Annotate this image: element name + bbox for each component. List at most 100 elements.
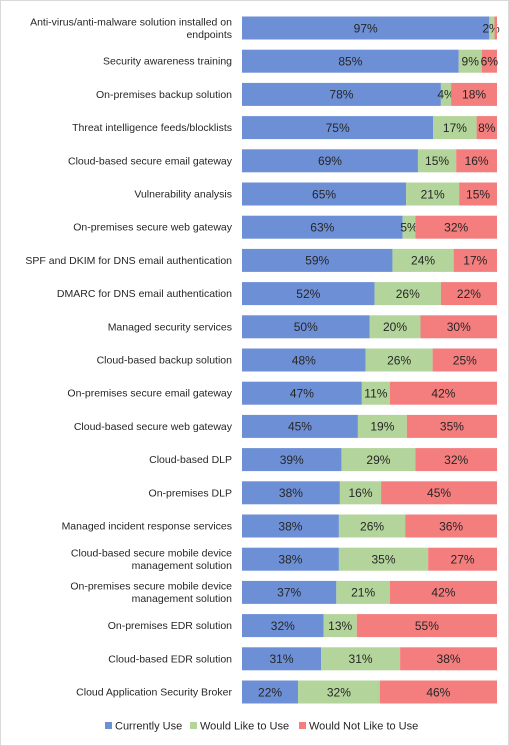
bar-would-like-to-use [338, 547, 429, 571]
bar-would-like-to-use [402, 215, 416, 239]
value-label: 45% [288, 420, 312, 434]
value-label: 52% [296, 287, 320, 301]
value-label: 37% [277, 586, 301, 600]
value-label: 2% [482, 21, 500, 35]
value-label: 78% [329, 88, 353, 102]
value-label: 29% [366, 453, 390, 467]
bar-would-like-to-use [369, 315, 421, 339]
value-label: 65% [312, 187, 336, 201]
bar-would-like-to-use [433, 116, 477, 140]
value-label: 32% [444, 221, 468, 235]
legend-would-like-to-use-label: Would Like to Use [200, 721, 289, 733]
bar-would-like-to-use [406, 182, 460, 206]
category-label: Cloud-based secure email gateway [68, 155, 233, 167]
bar-would-like-to-use [417, 149, 457, 173]
value-label: 42% [431, 586, 455, 600]
category-label: SPF and DKIM for DNS email authenticatio… [25, 255, 232, 267]
bar-currently-use [242, 49, 459, 73]
value-label: 85% [338, 55, 362, 69]
legend-would-not-like-to-use-label: Would Not Like to Use [309, 721, 418, 733]
category-label: Managed incident response services [62, 521, 232, 533]
bar-would-not-like-to-use [440, 282, 497, 306]
value-label: 21% [351, 586, 375, 600]
bar-would-not-like-to-use [389, 580, 497, 604]
legend-currently-use-label: Currently Use [115, 721, 182, 733]
value-label: 45% [427, 486, 451, 500]
bar-currently-use [242, 248, 393, 272]
bar-would-not-like-to-use [494, 16, 497, 40]
value-label: 22% [258, 685, 282, 699]
value-label: 38% [278, 519, 302, 533]
bar-would-like-to-use [374, 282, 441, 306]
legend-would-like-to-use-swatch [190, 722, 197, 729]
bar-currently-use [242, 580, 337, 604]
bar-currently-use [242, 348, 366, 372]
value-label: 17% [463, 254, 487, 268]
bar-would-like-to-use [392, 248, 454, 272]
bar-would-not-like-to-use [432, 348, 497, 372]
bar-currently-use [242, 448, 342, 472]
value-label: 36% [439, 519, 463, 533]
bar-currently-use [242, 149, 418, 173]
value-label: 16% [348, 486, 372, 500]
bar-would-not-like-to-use [389, 381, 497, 405]
value-label: 19% [370, 420, 394, 434]
value-label: 20% [383, 320, 407, 334]
bar-would-like-to-use [323, 614, 357, 638]
value-label: 30% [447, 320, 471, 334]
category-label: On-premises backup solution [96, 89, 232, 101]
value-label: 97% [354, 21, 378, 35]
bar-would-not-like-to-use [453, 248, 497, 272]
bar-would-not-like-to-use [481, 49, 497, 73]
bar-would-not-like-to-use [405, 514, 497, 538]
value-label: 69% [318, 154, 342, 168]
category-label: On-premises secure web gateway [73, 222, 232, 234]
value-label: 32% [327, 685, 351, 699]
category-label: Cloud-based EDR solution [108, 653, 232, 665]
bar-would-not-like-to-use [459, 182, 497, 206]
bar-currently-use [242, 547, 339, 571]
bar-would-like-to-use [458, 49, 482, 73]
bar-would-not-like-to-use [406, 414, 497, 438]
value-label: 27% [451, 553, 475, 567]
value-label: 38% [437, 652, 461, 666]
legend-currently-use-swatch [105, 722, 112, 729]
bar-would-like-to-use [440, 82, 452, 106]
bar-currently-use [242, 514, 339, 538]
value-label: 50% [294, 320, 318, 334]
category-label: Vulnerability analysis [134, 189, 232, 201]
value-label: 22% [457, 287, 481, 301]
bar-would-not-like-to-use [379, 680, 497, 704]
value-label: 38% [279, 486, 303, 500]
bar-currently-use [242, 282, 375, 306]
legend-would-not-like-to-use-swatch [299, 722, 306, 729]
bar-currently-use [242, 215, 403, 239]
value-label: 59% [305, 254, 329, 268]
value-label: 8% [478, 121, 496, 135]
value-label: 63% [310, 221, 334, 235]
value-label: 48% [292, 353, 316, 367]
value-label: 21% [421, 187, 445, 201]
category-label: Threat intelligence feeds/blocklists [72, 122, 232, 134]
bar-would-like-to-use [339, 481, 382, 505]
value-label: 32% [271, 619, 295, 633]
category-label: Cloud-based backup solution [97, 355, 233, 367]
bar-would-not-like-to-use [356, 614, 497, 638]
bar-currently-use [242, 315, 370, 339]
value-label: 9% [462, 55, 480, 69]
value-label: 24% [411, 254, 435, 268]
bar-would-not-like-to-use [415, 215, 497, 239]
bar-would-like-to-use [336, 580, 390, 604]
bar-would-like-to-use [357, 414, 407, 438]
bar-currently-use [242, 680, 299, 704]
bar-would-like-to-use [321, 647, 401, 671]
category-label: Cloud-based secure web gateway [74, 421, 233, 433]
bar-would-like-to-use [365, 348, 433, 372]
value-label: 17% [443, 121, 467, 135]
value-label: 42% [431, 387, 455, 401]
bar-currently-use [242, 116, 434, 140]
category-label: Managed security services [108, 321, 232, 333]
bar-currently-use [242, 414, 358, 438]
bar-would-not-like-to-use [420, 315, 497, 339]
